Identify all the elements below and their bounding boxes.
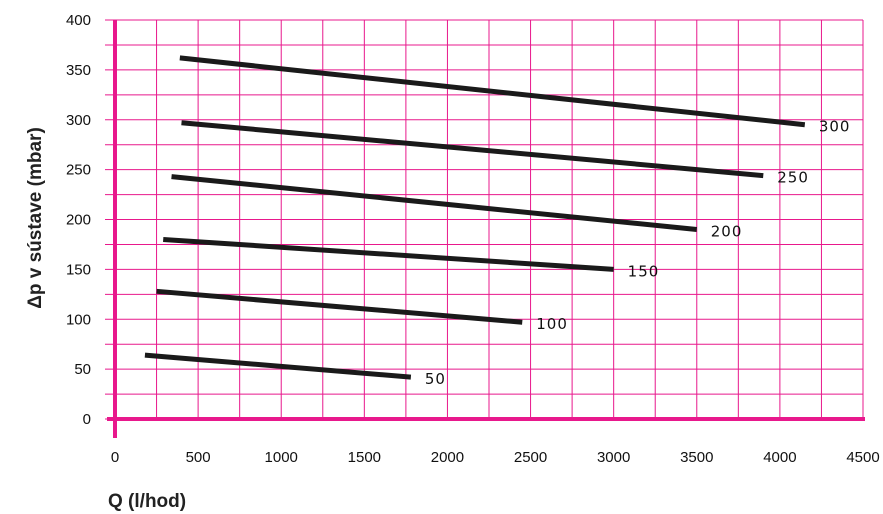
y-tick-label: 100 [66,311,91,328]
y-tick-label: 300 [66,112,91,129]
y-tick-label: 400 [66,12,91,29]
x-tick-label: 2000 [431,449,464,466]
axes [107,20,865,438]
series-line-300 [179,55,806,128]
x-axis-title: Q (l/hod) [108,491,186,512]
series-lines: 50 100 150 200 250 300 [144,55,851,388]
series-line-150 [163,236,614,272]
x-axis-ticks: 0 500 1000 1500 2000 2500 3000 3500 4000 4500 [111,449,880,466]
x-tick-label: 3000 [597,449,630,466]
x-tick-label: 1500 [348,449,381,466]
series-label-50: 50 [425,370,446,388]
x-tick-label: 3500 [680,449,713,466]
series-label-200: 200 [711,222,743,240]
series-label-300: 300 [819,118,851,136]
y-tick-label: 250 [66,162,91,179]
series-line-250 [181,120,764,179]
y-axis-title: Δp v sústave (mbar) [25,127,46,309]
y-tick-label: 50 [74,361,91,378]
y-tick-label: 350 [66,62,91,79]
x-tick-label: 0 [111,449,119,466]
x-tick-label: 500 [186,449,211,466]
y-tick-label: 0 [83,411,91,428]
x-tick-label: 2500 [514,449,547,466]
series-line-100 [156,288,523,325]
series-label-150: 150 [628,262,660,280]
x-tick-label: 1000 [265,449,298,466]
y-tick-label: 150 [66,261,91,278]
y-tick-label: 200 [66,212,91,229]
series-line-200 [171,174,698,232]
series-label-250: 250 [777,169,809,187]
series-label-100: 100 [536,315,568,333]
series-line-50 [144,352,412,380]
x-tick-label: 4500 [846,449,879,466]
y-axis-ticks: 0 50 100 150 200 250 300 350 400 [66,12,91,428]
x-tick-label: 4000 [763,449,796,466]
